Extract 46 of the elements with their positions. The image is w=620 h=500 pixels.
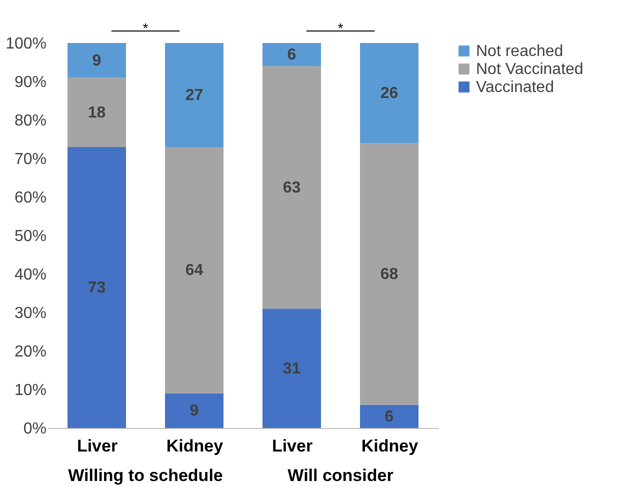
data-label: 31 xyxy=(282,360,301,378)
legend-label: Not reached xyxy=(476,43,564,60)
y-tick-label: 80% xyxy=(14,112,46,130)
y-tick-label: 100% xyxy=(6,36,46,52)
text: * xyxy=(142,20,149,36)
y-tick-label: 20% xyxy=(14,344,46,360)
data-label: 6 xyxy=(287,46,296,64)
bar xyxy=(360,404,418,428)
x-tick-label: Kidney xyxy=(166,436,224,456)
text: Willing to schedule xyxy=(68,466,223,485)
bar xyxy=(360,143,418,405)
bar xyxy=(360,43,418,144)
y-tick-label: 60% xyxy=(14,190,46,206)
y-tick-label: 10% xyxy=(14,382,46,399)
y-tick-label: 90% xyxy=(14,74,46,91)
data-label: 27 xyxy=(185,86,204,104)
y-tick-label: 40% xyxy=(14,266,46,284)
data-label: 26 xyxy=(380,85,398,102)
bar xyxy=(165,393,224,428)
data-label: 18 xyxy=(88,104,106,122)
data-label: 63 xyxy=(282,179,301,196)
bar xyxy=(68,78,126,147)
text: Will consider xyxy=(288,466,394,485)
data-label: 68 xyxy=(380,266,398,283)
bar xyxy=(262,308,321,428)
legend-label: Vaccinated xyxy=(476,79,554,96)
data-label: 9 xyxy=(190,402,199,420)
x-tick-label: Liver xyxy=(76,436,118,456)
y-tick-label: 0% xyxy=(23,420,46,438)
data-label: 64 xyxy=(185,262,204,280)
data-label: 6 xyxy=(384,408,394,426)
x-tick-label: Liver xyxy=(272,436,313,456)
data-label: 9 xyxy=(92,52,102,70)
bar xyxy=(262,66,321,309)
y-tick-label: 30% xyxy=(14,305,46,322)
data-label: 73 xyxy=(88,279,106,296)
text: * xyxy=(338,20,344,36)
y-tick-label: 70% xyxy=(14,151,46,168)
bar xyxy=(68,43,126,78)
y-tick-label: 50% xyxy=(14,228,46,245)
legend-label: Not Vaccinated xyxy=(476,61,584,78)
bar xyxy=(68,146,126,428)
x-tick-label: Kidney xyxy=(361,436,419,456)
bar xyxy=(165,43,224,147)
bar xyxy=(165,146,224,394)
bar xyxy=(262,43,321,66)
